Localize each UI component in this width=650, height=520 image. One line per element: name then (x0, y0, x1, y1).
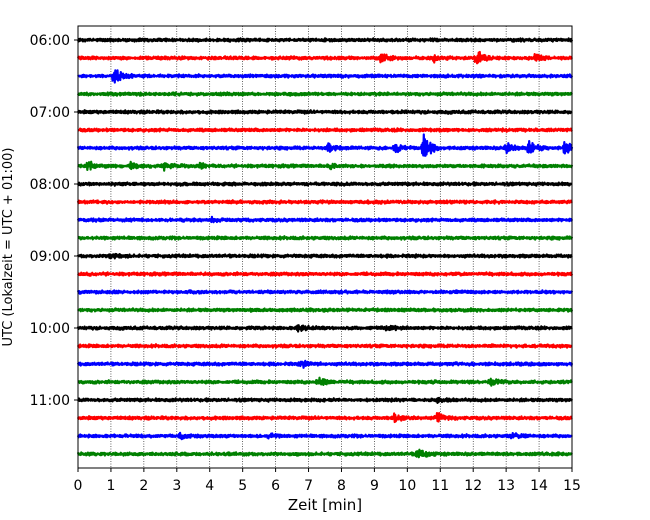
x-axis-ticks: 0 1 2 3 4 5 6 7 8 9 10 11 12 13 14 15 (74, 468, 581, 494)
y-tick-label: 09:00 (30, 249, 70, 265)
seismic-trace (76, 133, 574, 157)
seismic-trace (76, 359, 574, 369)
x-tick-label: 8 (337, 478, 346, 494)
plot-area (78, 26, 572, 468)
y-axis-ticks: 06:00 07:00 08:00 09:00 10:00 11:00 (30, 33, 78, 409)
plot-frame (77, 25, 573, 469)
y-tick-label: 06:00 (30, 33, 70, 49)
x-tick-label: 2 (139, 478, 148, 494)
seismic-trace (76, 199, 573, 205)
y-tick-label: 08:00 (30, 177, 70, 193)
seismic-trace (76, 215, 574, 224)
x-tick-label: 3 (172, 478, 181, 494)
x-tick-label: 10 (398, 478, 416, 494)
seismic-trace (77, 376, 573, 387)
y-tick-label: 07:00 (30, 105, 70, 121)
seismic-trace (76, 50, 573, 65)
seismic-trace (77, 271, 574, 277)
seismic-trace (76, 109, 573, 115)
x-tick-label: 15 (563, 478, 581, 494)
y-tick-label: 10:00 (30, 321, 70, 337)
x-tick-label: 14 (530, 478, 548, 494)
seismic-trace (76, 252, 573, 260)
x-tick-label: 9 (370, 478, 379, 494)
seismic-trace (76, 411, 573, 424)
seismic-trace (76, 431, 573, 441)
y-axis-label: UTC (Lokalzeit = UTC + 01:00) (1, 148, 16, 347)
seismic-trace (77, 307, 574, 313)
seismic-traces (76, 37, 574, 459)
x-tick-label: 11 (431, 478, 449, 494)
x-tick-label: 6 (271, 478, 280, 494)
seismic-trace (76, 91, 573, 97)
seismic-trace (76, 37, 574, 43)
x-axis-label: Zeit [min] (288, 496, 362, 514)
x-tick-label: 12 (464, 478, 482, 494)
seismic-trace (77, 160, 574, 172)
seismic-trace (77, 396, 573, 405)
seismic-trace (77, 69, 574, 84)
x-tick-label: 13 (497, 478, 515, 494)
x-tick-label: 4 (205, 478, 214, 494)
seismic-trace (77, 127, 573, 133)
x-tick-label: 1 (106, 478, 115, 494)
seismic-trace (76, 181, 573, 187)
grid-lines (110, 26, 540, 468)
x-tick-label: 5 (238, 478, 247, 494)
seismic-trace (76, 343, 573, 349)
y-tick-label: 11:00 (30, 393, 70, 409)
seismic-trace (76, 289, 574, 295)
x-tick-label: 0 (74, 478, 83, 494)
x-tick-label: 7 (304, 478, 313, 494)
seismic-trace (76, 448, 573, 459)
seismic-trace (76, 324, 573, 333)
seismic-trace (77, 235, 574, 241)
